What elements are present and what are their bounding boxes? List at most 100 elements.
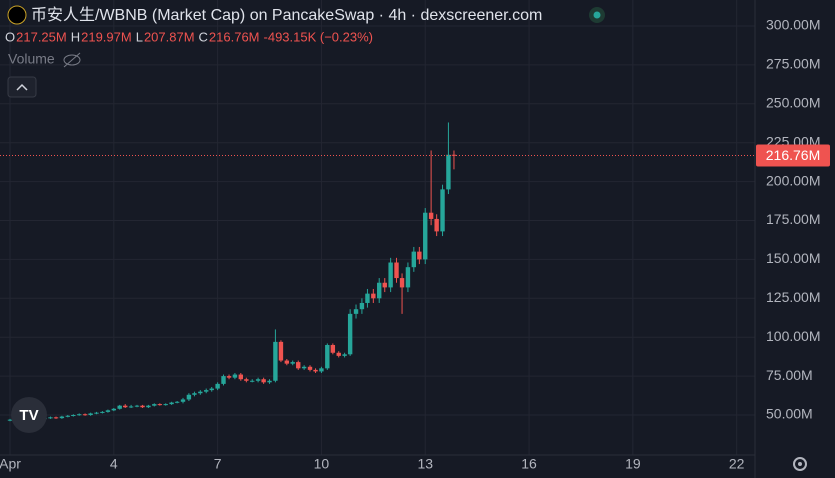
collapse-button[interactable]	[7, 76, 37, 98]
x-tick-label: 13	[417, 456, 433, 472]
x-tick-label: 4	[110, 456, 118, 472]
volume-label[interactable]: Volume	[8, 51, 55, 67]
candle-body	[301, 366, 307, 369]
candle-body	[273, 341, 278, 381]
candle-body	[371, 293, 376, 299]
candle-body	[203, 390, 209, 392]
candle-body	[307, 366, 313, 370]
candle-body	[140, 405, 145, 408]
candle-body	[152, 404, 157, 406]
y-tick-label: 300.00M	[766, 17, 820, 33]
candle-body	[94, 412, 99, 414]
candle-body	[382, 282, 387, 288]
candle-body	[347, 313, 353, 355]
candle-body	[388, 262, 393, 288]
y-tick-label: 125.00M	[766, 289, 820, 305]
candle-body	[365, 293, 370, 303]
y-tick-label: 200.00M	[766, 172, 820, 188]
candle-body	[290, 362, 295, 364]
candle-body	[53, 417, 59, 419]
candle-body	[342, 354, 347, 356]
price-label-box	[756, 144, 830, 167]
y-tick-label: 100.00M	[766, 328, 820, 344]
y-tick-label: 75.00M	[766, 367, 813, 383]
candle-body	[232, 374, 238, 378]
ohlc-value: 217.25M	[16, 29, 67, 44]
candle-body	[319, 368, 324, 372]
hide-icon[interactable]	[63, 52, 81, 68]
candle-body	[105, 410, 111, 412]
candle-body	[146, 405, 151, 408]
candle-body	[434, 218, 439, 232]
candle-body	[238, 374, 244, 380]
candle-body	[65, 415, 70, 417]
ohlc-value: 219.97M	[81, 29, 132, 44]
candle-body	[399, 278, 405, 288]
y-tick-label: 50.00M	[766, 406, 813, 422]
x-tick-label: 19	[625, 456, 641, 472]
x-tick-label: 10	[314, 456, 330, 472]
candle-body	[359, 302, 365, 310]
candle-body	[59, 416, 65, 419]
candle-body	[48, 417, 53, 419]
svg-text:TV: TV	[19, 407, 38, 424]
ohlc-key: C	[199, 29, 208, 44]
candle-body	[209, 388, 214, 391]
candle-body	[88, 413, 93, 416]
candle-body	[278, 341, 284, 361]
candle-body	[157, 404, 163, 406]
token-logo	[7, 5, 27, 25]
candle-body	[325, 344, 330, 369]
tradingview-logo[interactable]: TV	[11, 397, 47, 433]
candle-body	[221, 376, 226, 384]
ohlc-value: 216.76M	[209, 29, 260, 44]
ohlc-change: -493.15K (−0.23%)	[264, 29, 373, 44]
candle-body	[267, 380, 272, 383]
candle-body	[123, 405, 128, 408]
y-tick-label: 150.00M	[766, 250, 820, 266]
candle-body	[440, 189, 445, 232]
candle-body	[226, 376, 232, 378]
ohlc-legend: O 217.25M H 219.97M L 207.87M C 216.76M -493.15K…	[5, 29, 373, 44]
candle-body	[423, 212, 428, 260]
candle-body	[394, 262, 399, 279]
candle-body	[446, 154, 451, 190]
chart-title: 币安人生/WBNB (Market Cap) on PancakeSwap · …	[31, 6, 542, 24]
candle-body	[7, 419, 13, 421]
candle-body	[313, 369, 318, 372]
candle-body	[261, 379, 266, 383]
price-label: 216.76M	[766, 147, 820, 163]
candle-body	[215, 383, 220, 389]
candle-body	[111, 408, 117, 411]
ohlc-key: L	[136, 29, 143, 44]
candle-body	[186, 394, 192, 400]
candle-body	[128, 406, 134, 408]
candle-body	[117, 405, 122, 409]
candles	[7, 122, 457, 422]
candle-body	[180, 399, 186, 402]
x-tick-label: Apr	[0, 456, 21, 472]
candle-body	[192, 393, 197, 395]
candle-body	[198, 391, 203, 394]
candle-body	[377, 282, 382, 299]
candle-body	[336, 352, 341, 356]
y-tick-label: 275.00M	[766, 56, 820, 72]
candle-body	[77, 414, 82, 416]
x-tick-label: 7	[214, 456, 222, 472]
y-tick-label: 175.00M	[766, 211, 820, 227]
x-tick-label: 22	[729, 456, 745, 472]
candle-body	[174, 401, 180, 403]
candle-body	[296, 362, 301, 369]
candle-body	[411, 251, 417, 268]
candle-body	[100, 411, 105, 413]
settings-icon[interactable]	[793, 457, 807, 471]
candle-body	[330, 344, 336, 353]
grid	[0, 0, 755, 455]
ohlc-key: O	[5, 29, 15, 44]
ohlc-key: H	[71, 29, 80, 44]
candle-body	[71, 415, 76, 417]
candle-body	[169, 402, 174, 405]
candle-body	[163, 404, 168, 406]
